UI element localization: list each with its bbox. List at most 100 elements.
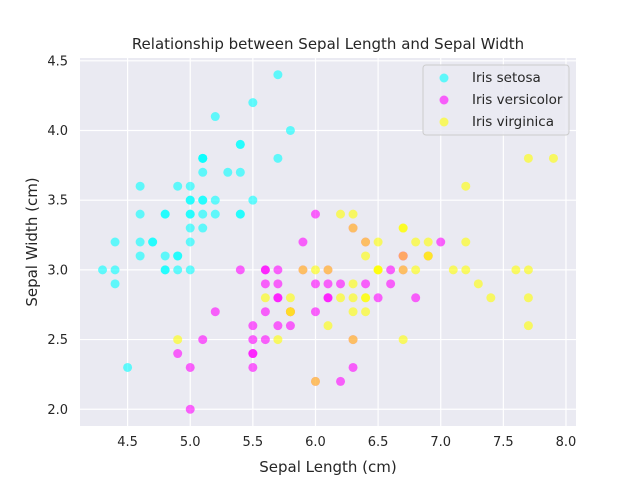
data-point-iris-virginica xyxy=(348,335,358,345)
y-tick-label: 3.5 xyxy=(47,194,68,209)
data-point-iris-versicolor xyxy=(260,265,270,275)
legend-box xyxy=(422,64,570,136)
y-axis-ticks: 2.0 2.5 3.0 3.5 4.0 4.5 xyxy=(47,54,68,417)
data-point-iris-setosa xyxy=(235,209,245,219)
data-point-iris-virginica xyxy=(548,153,558,163)
x-tick-label: 7.0 xyxy=(430,435,451,450)
data-point-iris-virginica xyxy=(411,265,421,275)
data-point-iris-virginica xyxy=(423,251,433,261)
data-point-iris-versicolor xyxy=(248,321,258,331)
data-point-iris-virginica xyxy=(461,181,471,191)
data-point-iris-versicolor xyxy=(323,293,333,303)
data-point-iris-setosa xyxy=(198,223,208,233)
data-point-iris-versicolor xyxy=(373,293,383,303)
data-point-iris-setosa xyxy=(135,237,145,247)
data-point-iris-virginica xyxy=(398,335,408,345)
legend-label-versicolor: Iris versicolor xyxy=(472,92,563,108)
data-point-iris-virginica xyxy=(336,293,346,303)
x-tick-label: 4.5 xyxy=(117,435,138,450)
data-point-iris-setosa xyxy=(185,209,195,219)
y-tick-label: 4.0 xyxy=(47,124,68,139)
data-point-iris-versicolor xyxy=(248,335,258,345)
y-tick-label: 2.0 xyxy=(47,403,68,418)
data-point-iris-versicolor xyxy=(310,209,320,219)
data-point-iris-setosa xyxy=(135,181,145,191)
data-point-iris-versicolor xyxy=(235,265,245,275)
x-axis-label: Sepal Length (cm) xyxy=(259,458,396,476)
data-point-iris-versicolor xyxy=(185,362,195,372)
data-point-iris-setosa xyxy=(173,181,183,191)
legend-marker-versicolor xyxy=(439,95,449,105)
data-point-iris-versicolor xyxy=(260,307,270,317)
data-point-iris-versicolor xyxy=(173,349,183,359)
data-point-iris-setosa xyxy=(210,112,220,122)
data-point-iris-versicolor xyxy=(336,376,346,386)
x-axis-ticks: 4.5 5.0 5.5 6.0 6.5 7.0 7.5 8.0 xyxy=(117,435,576,450)
data-point-iris-setosa xyxy=(148,237,158,247)
data-point-iris-versicolor xyxy=(273,321,283,331)
data-point-iris-virginica xyxy=(423,237,433,247)
data-point-iris-virginica xyxy=(348,307,358,317)
data-point-iris-virginica xyxy=(361,251,371,261)
data-point-iris-virginica xyxy=(323,321,333,331)
data-point-iris-setosa xyxy=(160,209,170,219)
data-point-iris-versicolor xyxy=(273,293,283,303)
series-iris-setosa xyxy=(98,70,295,372)
data-point-iris-virginica xyxy=(411,237,421,247)
data-point-iris-versicolor xyxy=(310,279,320,289)
data-point-iris-versicolor xyxy=(185,404,195,414)
data-point-iris-setosa xyxy=(135,209,145,219)
data-point-iris-setosa xyxy=(173,251,183,261)
data-point-iris-setosa xyxy=(98,265,108,275)
data-point-iris-virginica xyxy=(285,293,295,303)
data-point-iris-virginica xyxy=(398,251,408,261)
legend-label-virginica: Iris virginica xyxy=(472,114,554,130)
data-point-iris-virginica xyxy=(173,335,183,345)
data-point-iris-setosa xyxy=(110,279,120,289)
data-point-iris-virginica xyxy=(398,223,408,233)
x-tick-label: 5.0 xyxy=(180,435,201,450)
data-point-iris-setosa xyxy=(160,265,170,275)
data-point-iris-virginica xyxy=(348,279,358,289)
data-point-iris-setosa xyxy=(273,70,283,80)
data-point-iris-setosa xyxy=(110,237,120,247)
data-point-iris-versicolor xyxy=(248,362,258,372)
data-point-iris-versicolor xyxy=(348,362,358,372)
data-point-iris-virginica xyxy=(323,265,333,275)
data-point-iris-versicolor xyxy=(260,279,270,289)
data-point-iris-virginica xyxy=(511,265,521,275)
data-point-iris-versicolor xyxy=(285,321,295,331)
data-point-iris-virginica xyxy=(361,293,371,303)
data-point-iris-setosa xyxy=(235,167,245,177)
data-point-iris-virginica xyxy=(461,265,471,275)
data-point-iris-setosa xyxy=(198,153,208,163)
data-point-iris-versicolor xyxy=(273,279,283,289)
data-point-iris-setosa xyxy=(210,209,220,219)
data-point-iris-versicolor xyxy=(260,335,270,345)
data-point-iris-versicolor xyxy=(386,265,396,275)
x-tick-label: 8.0 xyxy=(556,435,577,450)
data-points xyxy=(98,70,558,414)
data-point-iris-setosa xyxy=(235,139,245,149)
data-point-iris-setosa xyxy=(210,195,220,205)
data-point-iris-versicolor xyxy=(210,307,220,317)
data-point-iris-virginica xyxy=(448,265,458,275)
data-point-iris-virginica xyxy=(361,307,371,317)
data-point-iris-virginica xyxy=(473,279,483,289)
data-point-iris-virginica xyxy=(398,265,408,275)
data-point-iris-versicolor xyxy=(273,265,283,275)
data-point-iris-versicolor xyxy=(411,293,421,303)
data-point-iris-versicolor xyxy=(298,237,308,247)
data-point-iris-virginica xyxy=(373,237,383,247)
legend-marker-virginica xyxy=(439,117,449,127)
data-point-iris-setosa xyxy=(248,195,258,205)
data-point-iris-setosa xyxy=(185,223,195,233)
data-point-iris-virginica xyxy=(523,265,533,275)
data-point-iris-virginica xyxy=(285,307,295,317)
data-point-iris-setosa xyxy=(198,167,208,177)
data-point-iris-versicolor xyxy=(386,279,396,289)
data-point-iris-virginica xyxy=(461,237,471,247)
data-point-iris-virginica xyxy=(348,223,358,233)
series-iris-virginica xyxy=(173,153,558,386)
